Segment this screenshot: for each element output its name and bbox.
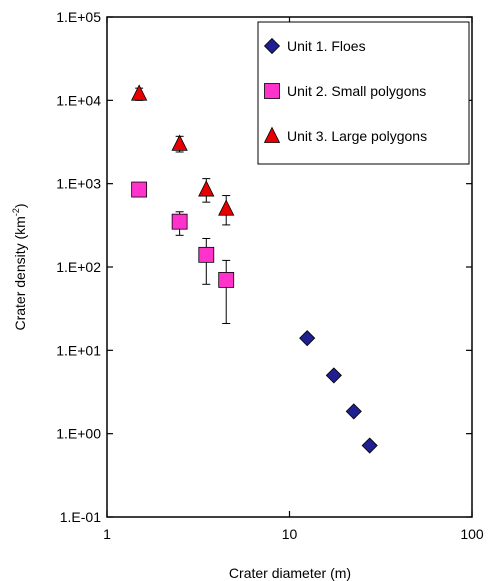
legend-marker-triangle bbox=[263, 126, 281, 143]
x-tick-label: 100 bbox=[460, 526, 484, 542]
data-point-square bbox=[131, 181, 148, 198]
y-axis-label: Crater density (km-2) bbox=[11, 203, 28, 330]
data-point-diamond bbox=[361, 437, 378, 454]
y-axis-label-main: Crater density (km bbox=[12, 216, 28, 330]
y-tick-label: 1.E+00 bbox=[56, 426, 101, 442]
y-tick-label: 1.E+04 bbox=[56, 92, 101, 108]
data-point-square bbox=[198, 246, 215, 263]
data-point-triangle bbox=[171, 134, 188, 151]
axis-ticks: 1.E-01 1.E+00 1.E+01 1.E+02 1.E+03 1.E+04 1.E+… bbox=[56, 9, 484, 542]
data-point-triangle bbox=[130, 84, 148, 101]
y-tick-label: 1.E+03 bbox=[56, 176, 101, 192]
legend-label-square: Unit 2. Small polygons bbox=[287, 83, 426, 99]
data-point-square bbox=[218, 272, 235, 288]
y-tick-label: 1.E+02 bbox=[56, 259, 101, 275]
x-axis-label: Crater diameter (m) bbox=[229, 565, 351, 581]
y-tick-label: 1.E+01 bbox=[56, 342, 101, 358]
x-tick-label: 1 bbox=[103, 526, 111, 542]
legend: Unit 1. Floes Unit 2. Small polygons Unit … bbox=[257, 21, 470, 165]
data-point-triangle bbox=[198, 180, 215, 197]
legend-box bbox=[257, 21, 470, 165]
y-tick-label: 1.E+05 bbox=[56, 9, 101, 25]
legend-marker-square bbox=[264, 83, 280, 99]
y-tick-label: 1.E-01 bbox=[60, 509, 101, 525]
data-point-square bbox=[171, 213, 188, 230]
y-axis-label-close: ) bbox=[12, 203, 28, 208]
data-point-diamond bbox=[325, 367, 342, 384]
data-point-triangle bbox=[218, 199, 235, 216]
data-point-diamond bbox=[345, 403, 362, 420]
legend-marker-diamond bbox=[263, 37, 281, 55]
data-point-diamond bbox=[299, 330, 316, 347]
x-tick-label: 10 bbox=[282, 526, 298, 542]
legend-label-diamond: Unit 1. Floes bbox=[287, 38, 366, 54]
legend-label-triangle: Unit 3. Large polygons bbox=[287, 128, 427, 144]
data-markers bbox=[130, 84, 378, 454]
y-axis-label-superscript: -2 bbox=[11, 208, 21, 216]
